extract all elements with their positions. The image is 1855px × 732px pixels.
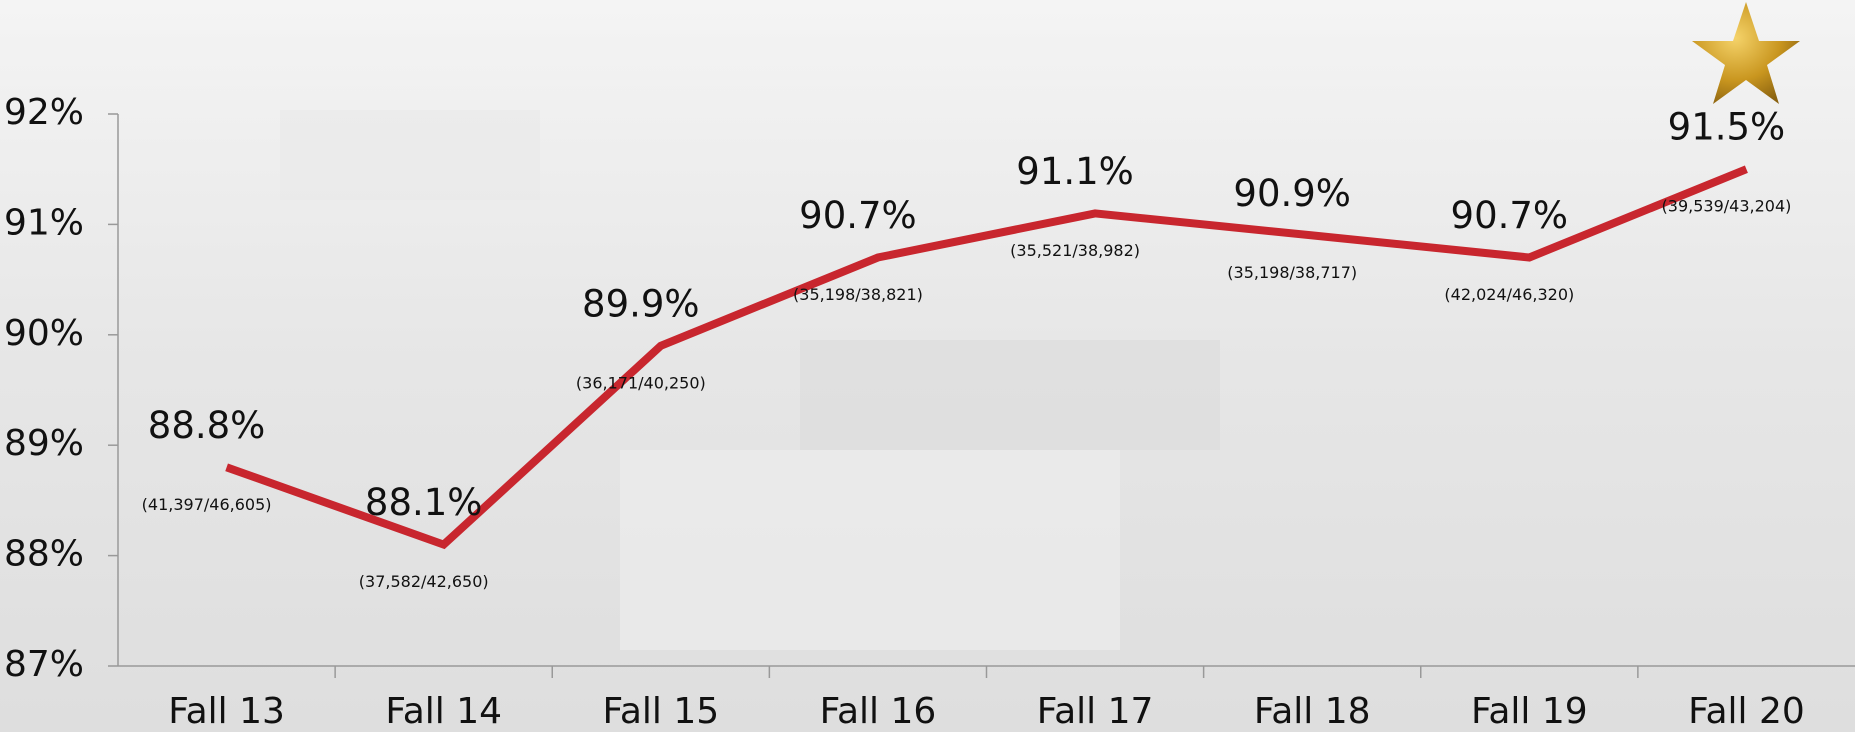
- value-label: 90.7%: [1451, 194, 1569, 237]
- x-tick-label: Fall 18: [1254, 691, 1371, 732]
- x-tick-label: Fall 19: [1471, 691, 1588, 732]
- value-label: 88.1%: [365, 481, 483, 524]
- value-label: 88.8%: [148, 404, 266, 447]
- x-tick-label: Fall 14: [385, 691, 502, 732]
- point-annotation: (35,521/38,982): [1010, 241, 1140, 260]
- x-tick-label: Fall 17: [1037, 691, 1154, 732]
- value-label: 89.9%: [582, 282, 700, 325]
- point-annotation: (35,198/38,717): [1227, 263, 1357, 282]
- star-icon: [1692, 2, 1800, 104]
- background-building: [800, 340, 1220, 450]
- data-line: [225, 165, 1748, 550]
- value-label: 91.1%: [1016, 150, 1134, 193]
- point-annotation: (37,582/42,650): [359, 572, 489, 591]
- y-tick-label: 92%: [4, 92, 84, 133]
- point-annotation: (42,024/46,320): [1444, 285, 1574, 304]
- y-tick-label: 90%: [4, 313, 84, 354]
- point-annotation: (39,539/43,204): [1662, 197, 1792, 216]
- point-annotation: (35,198/38,821): [793, 285, 923, 304]
- background-building: [620, 450, 1120, 650]
- background-building: [280, 110, 540, 200]
- y-tick-label: 88%: [4, 534, 84, 575]
- point-annotation: (36,171/40,250): [576, 373, 706, 392]
- value-label: 91.5%: [1668, 106, 1786, 149]
- y-tick-label: 87%: [4, 644, 84, 685]
- y-tick-label: 89%: [4, 423, 84, 464]
- point-annotation: (41,397/46,605): [142, 495, 272, 514]
- x-tick-label: Fall 20: [1688, 691, 1805, 732]
- value-label: 90.9%: [1233, 172, 1351, 215]
- x-tick-label: Fall 16: [820, 691, 937, 732]
- y-tick-label: 91%: [4, 202, 84, 243]
- x-tick-label: Fall 15: [602, 691, 719, 732]
- x-tick-label: Fall 13: [168, 691, 285, 732]
- value-label: 90.7%: [799, 194, 917, 237]
